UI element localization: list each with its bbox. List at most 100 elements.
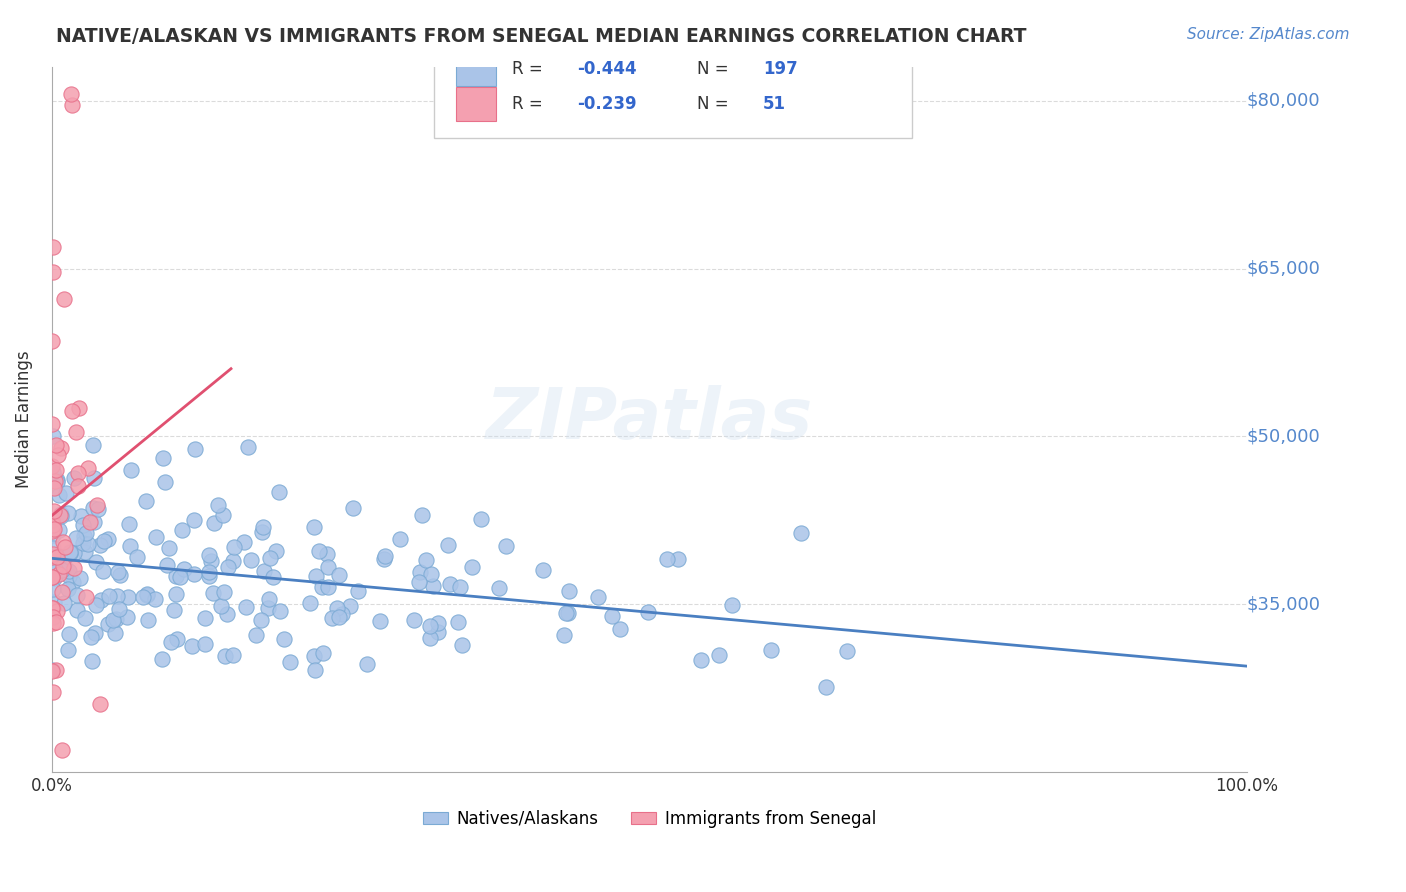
Natives/Alaskans: [169, 570, 191, 584]
Natives/Alaskans: [422, 579, 444, 593]
Immigrants from Senegal: [42, 240, 65, 254]
Natives/Alaskans: [342, 501, 364, 516]
Text: 197: 197: [762, 60, 797, 78]
Natives/Alaskans: [97, 532, 120, 546]
Natives/Alaskans: [222, 648, 245, 662]
Natives/Alaskans: [238, 440, 260, 454]
Natives/Alaskans: [461, 559, 484, 574]
Natives/Alaskans: [198, 565, 221, 579]
Natives/Alaskans: [316, 559, 339, 574]
Natives/Alaskans: [90, 593, 112, 607]
Natives/Alaskans: [212, 585, 235, 599]
Natives/Alaskans: [200, 553, 222, 567]
Natives/Alaskans: [75, 611, 97, 625]
Natives/Alaskans: [108, 568, 131, 582]
Natives/Alaskans: [264, 544, 287, 558]
Natives/Alaskans: [75, 526, 97, 541]
Natives/Alaskans: [66, 588, 89, 602]
Text: -0.239: -0.239: [578, 95, 637, 113]
Natives/Alaskans: [194, 611, 217, 625]
Natives/Alaskans: [58, 627, 80, 641]
Natives/Alaskans: [298, 596, 321, 610]
Natives/Alaskans: [87, 501, 110, 516]
Text: $35,000: $35,000: [1247, 595, 1320, 613]
Natives/Alaskans: [278, 655, 301, 669]
Natives/Alaskans: [165, 587, 187, 601]
Natives/Alaskans: [257, 592, 280, 607]
Immigrants from Senegal: [79, 515, 101, 529]
Text: N =: N =: [697, 95, 734, 113]
Natives/Alaskans: [269, 604, 291, 618]
Natives/Alaskans: [256, 600, 278, 615]
Natives/Alaskans: [419, 632, 441, 646]
Natives/Alaskans: [62, 575, 84, 590]
Natives/Alaskans: [328, 567, 350, 582]
Natives/Alaskans: [212, 508, 235, 522]
Natives/Alaskans: [183, 442, 205, 456]
Natives/Alaskans: [368, 614, 391, 628]
Text: R =: R =: [512, 60, 548, 78]
Natives/Alaskans: [84, 555, 107, 569]
Natives/Alaskans: [58, 506, 80, 520]
Natives/Alaskans: [252, 520, 274, 534]
Natives/Alaskans: [73, 529, 96, 543]
Immigrants from Senegal: [41, 664, 63, 678]
Immigrants from Senegal: [41, 417, 63, 431]
Legend: Natives/Alaskans, Immigrants from Senegal: Natives/Alaskans, Immigrants from Senega…: [416, 803, 883, 834]
Immigrants from Senegal: [65, 425, 87, 440]
Text: $50,000: $50,000: [1247, 427, 1320, 445]
Natives/Alaskans: [439, 577, 461, 591]
Text: Source: ZipAtlas.com: Source: ZipAtlas.com: [1187, 27, 1350, 42]
Natives/Alaskans: [222, 540, 245, 554]
Natives/Alaskans: [311, 580, 333, 594]
Natives/Alaskans: [193, 637, 215, 651]
Natives/Alaskans: [76, 537, 98, 551]
Natives/Alaskans: [347, 583, 370, 598]
Natives/Alaskans: [48, 524, 70, 538]
Natives/Alaskans: [150, 652, 173, 666]
Natives/Alaskans: [180, 640, 202, 654]
Natives/Alaskans: [312, 646, 335, 660]
Natives/Alaskans: [720, 598, 742, 612]
Natives/Alaskans: [411, 508, 433, 522]
Immigrants from Senegal: [45, 438, 67, 452]
Natives/Alaskans: [104, 625, 127, 640]
Natives/Alaskans: [657, 551, 679, 566]
Immigrants from Senegal: [49, 508, 72, 523]
Natives/Alaskans: [118, 516, 141, 531]
Immigrants from Senegal: [41, 265, 63, 279]
Natives/Alaskans: [558, 583, 581, 598]
Natives/Alaskans: [66, 603, 89, 617]
Natives/Alaskans: [48, 549, 70, 563]
Natives/Alaskans: [415, 553, 437, 567]
Natives/Alaskans: [326, 600, 349, 615]
Immigrants from Senegal: [42, 601, 65, 615]
Natives/Alaskans: [262, 570, 284, 584]
Natives/Alaskans: [253, 564, 276, 578]
Natives/Alaskans: [245, 628, 267, 642]
Immigrants from Senegal: [45, 664, 67, 678]
Natives/Alaskans: [339, 599, 361, 613]
Natives/Alaskans: [41, 557, 63, 571]
Natives/Alaskans: [202, 586, 225, 600]
Immigrants from Senegal: [52, 535, 75, 549]
Text: $80,000: $80,000: [1247, 92, 1320, 110]
Natives/Alaskans: [42, 465, 65, 479]
Natives/Alaskans: [157, 541, 180, 555]
Natives/Alaskans: [409, 565, 432, 579]
Immigrants from Senegal: [46, 603, 69, 617]
Immigrants from Senegal: [41, 458, 63, 473]
Natives/Alaskans: [159, 635, 181, 649]
Natives/Alaskans: [84, 625, 107, 640]
Natives/Alaskans: [52, 558, 75, 572]
Immigrants from Senegal: [42, 685, 65, 699]
Natives/Alaskans: [42, 429, 65, 443]
Natives/Alaskans: [222, 554, 245, 568]
Natives/Alaskans: [45, 473, 67, 487]
Natives/Alaskans: [49, 509, 72, 524]
Natives/Alaskans: [404, 613, 426, 627]
Natives/Alaskans: [304, 520, 326, 534]
Natives/Alaskans: [98, 589, 121, 603]
Natives/Alaskans: [42, 528, 65, 542]
Natives/Alaskans: [69, 571, 91, 585]
